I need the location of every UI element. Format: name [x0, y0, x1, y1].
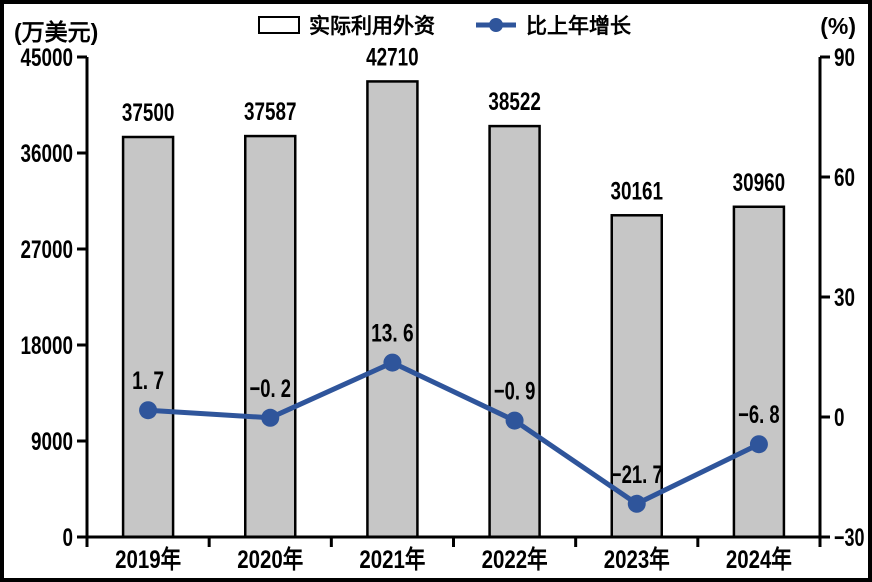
right-axis-tick-label: 0: [834, 404, 845, 432]
left-axis-unit-label: (万美元): [14, 19, 99, 45]
right-axis-tick-label: 90: [834, 44, 855, 72]
growth-point-2024年: [749, 435, 768, 454]
growth-point-2023年: [627, 494, 646, 513]
bar-2021年: [366, 80, 419, 539]
growth-point-label: 1. 7: [132, 367, 164, 395]
bar-value-label: 37587: [244, 98, 297, 126]
bar-2020年: [244, 134, 297, 539]
legend-item-line: 比上年增长: [475, 10, 631, 40]
x-axis-category-label: 2020年: [237, 545, 303, 574]
growth-point-label: −0. 2: [250, 375, 292, 403]
bar-series-label: 实际利用外资: [309, 15, 435, 38]
legend: 实际利用外资 比上年增长: [258, 10, 631, 40]
bar-value-label: 38522: [488, 88, 541, 116]
bar-series-swatch-icon: [258, 16, 300, 34]
bar-value-label: 30161: [611, 177, 664, 205]
growth-point-2020年: [261, 408, 280, 427]
bar-2024年: [732, 205, 786, 539]
right-axis-tick-label: −30: [834, 524, 865, 552]
x-axis-category-label: 2024年: [726, 545, 792, 574]
bar-value-label: 37500: [122, 99, 175, 127]
bar-2023年: [610, 214, 663, 539]
growth-line: [145, 360, 762, 507]
left-axis-tick-label: 27000: [21, 236, 74, 264]
right-axis-unit-label: (%): [820, 13, 856, 39]
growth-point-label: −0. 9: [494, 378, 536, 406]
x-axis-category-label: 2022年: [482, 545, 548, 574]
growth-point-label: −21. 7: [611, 461, 663, 489]
left-axis-tick-label: 9000: [31, 428, 73, 456]
bar-2022年: [488, 124, 541, 539]
bar-2019年: [121, 135, 175, 539]
legend-item-bars: 实际利用外资: [258, 10, 435, 40]
right-axis-tick-label: 60: [834, 164, 855, 192]
x-axis-category-label: 2019年: [115, 545, 181, 574]
right-axis-tick-label: 30: [834, 284, 855, 312]
left-axis-tick-label: 45000: [21, 44, 74, 72]
left-axis-tick-label: 36000: [21, 140, 74, 168]
line-series-swatch-icon: [476, 18, 516, 32]
growth-point-2019年: [139, 401, 158, 420]
left-axis-tick-label: 0: [63, 524, 74, 552]
x-axis-category-label: 2023年: [604, 545, 670, 574]
left-axis-tick-label: 18000: [21, 332, 74, 360]
growth-point-2021年: [383, 353, 402, 372]
bar-value-label: 42710: [366, 43, 419, 71]
growth-point-2022年: [505, 411, 524, 430]
growth-point-label: −6. 8: [738, 401, 780, 429]
x-axis-category-label: 2021年: [359, 545, 425, 574]
bar-value-label: 30960: [733, 169, 786, 197]
line-series-label: 比上年增长: [526, 15, 631, 38]
growth-point-label: 13. 6: [371, 320, 414, 348]
